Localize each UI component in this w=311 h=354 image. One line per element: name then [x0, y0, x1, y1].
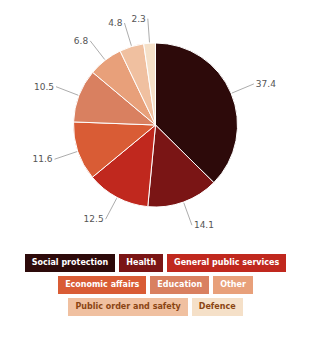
leader-line [148, 19, 150, 43]
chart: 37.4 14.1 12.5 11.6 10.5 6.8 4.8 2.3 [0, 0, 311, 250]
leader-line [90, 41, 105, 60]
data-label: 14.1 [194, 220, 214, 230]
legend-entry: Economic affairs [58, 276, 146, 294]
legend-entry: Education [150, 276, 209, 294]
data-labels: 37.4 14.1 12.5 11.6 10.5 6.8 4.8 2.3 [32, 14, 276, 231]
data-label: 6.8 [74, 36, 89, 46]
data-label: 2.3 [131, 14, 145, 24]
legend: Social protectionHealthGeneral public se… [0, 250, 311, 320]
slices [74, 43, 238, 207]
legend-entry: Public order and safety [68, 298, 187, 316]
slice [148, 125, 214, 207]
legend-entry: Other [213, 276, 253, 294]
leader-line [56, 87, 78, 96]
data-label: 10.5 [34, 82, 54, 92]
data-label: 12.5 [84, 214, 104, 224]
data-label: 37.4 [256, 79, 276, 89]
legend-entry: Social protection [25, 254, 116, 272]
slice [74, 122, 156, 177]
legend-entry: Health [119, 254, 163, 272]
slice [120, 44, 155, 125]
leader-line [55, 152, 78, 160]
legend-entry: General public services [167, 254, 286, 272]
legend-entry: Defence [192, 298, 243, 316]
leader-line [124, 23, 131, 46]
leader-line [232, 84, 254, 93]
slice [144, 43, 156, 125]
leader-line [106, 198, 117, 219]
leader-line [184, 203, 192, 225]
data-label: 11.6 [32, 154, 52, 164]
data-label: 4.8 [108, 18, 123, 28]
